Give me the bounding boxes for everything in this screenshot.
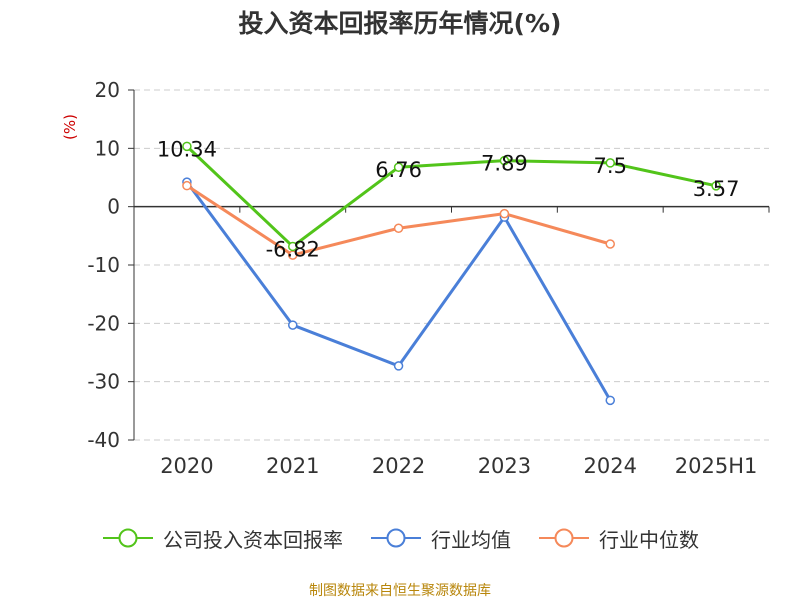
data-label: 3.57 [693, 177, 740, 201]
data-point [182, 180, 192, 191]
x-tick-label: 2022 [372, 454, 425, 478]
data-point [393, 223, 404, 233]
x-tick-label: 2024 [584, 454, 637, 478]
data-point [288, 241, 298, 252]
legend-label-industry-mean: 行业均值 [431, 527, 511, 552]
y-tick-label: 20 [95, 78, 120, 102]
data-point [393, 361, 404, 371]
data-label: 6.76 [375, 158, 422, 182]
y-tick-label: -30 [87, 370, 120, 394]
data-point [605, 239, 615, 249]
y-tick-label: -20 [87, 311, 120, 335]
data-source-footer: 制图数据来自恒生聚源数据库 [309, 583, 491, 599]
chart-title: 投入资本回报率历年情况(%) [238, 9, 562, 38]
y-tick-label: 10 [95, 136, 120, 160]
grid-lines [134, 89, 769, 441]
y-tick-label: 0 [107, 195, 120, 219]
y-tick-label: -10 [87, 253, 120, 277]
data-label: 10.34 [157, 137, 217, 161]
data-point [288, 320, 298, 330]
axes: 20 10 0 -10 -20 -30 -40 2020 2021 2022 2023 2024 202… [87, 78, 770, 478]
data-label: 7.5 [594, 154, 627, 178]
data-point [182, 141, 192, 152]
data-point [711, 181, 721, 191]
x-tick-label: 2021 [266, 454, 319, 478]
legend: 公司投入资本回报率 行业均值 行业中位数 [0, 518, 800, 558]
x-tick-label: 2020 [160, 454, 213, 478]
data-point [605, 158, 615, 168]
legend-label-roic: 公司投入资本回报率 [163, 527, 343, 552]
data-label: 7.89 [481, 152, 528, 176]
legend-label-industry-median: 行业中位数 [599, 527, 699, 552]
data-label: -6.82 [266, 237, 320, 261]
data-labels: 10.34 -6.82 6.76 7.89 7.5 3.57 [157, 137, 740, 261]
series-line [186, 184, 611, 257]
legend-marker-roic [103, 528, 153, 548]
legend-marker-industry-mean [371, 528, 421, 548]
y-axis-unit-label: (%) [61, 114, 79, 140]
data-point [393, 162, 404, 172]
x-tick-label: 2023 [478, 454, 531, 478]
series-line [185, 145, 717, 248]
data-point [605, 395, 615, 406]
series [182, 141, 721, 406]
legend-item-industry-median[interactable]: 行业中位数 [537, 524, 699, 553]
data-point [499, 208, 510, 219]
legend-item-roic[interactable]: 公司投入资本回报率 [101, 524, 343, 553]
x-tick-label: 2025H1 [675, 454, 758, 478]
legend-marker-industry-median [539, 528, 589, 548]
legend-item-industry-mean[interactable]: 行业均值 [369, 524, 511, 553]
data-point [499, 155, 510, 166]
y-tick-label: -40 [87, 428, 120, 452]
